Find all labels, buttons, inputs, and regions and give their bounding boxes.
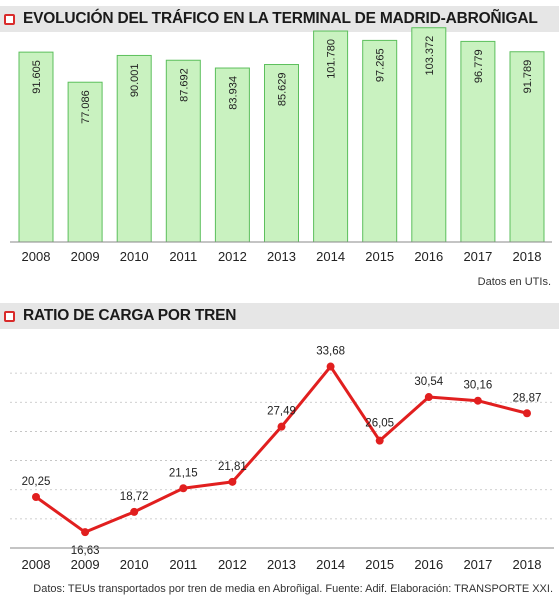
bar-2016 bbox=[411, 27, 447, 243]
line-value-label-2011: 21,15 bbox=[169, 467, 198, 479]
bar-value-label-2012: 83.934 bbox=[227, 76, 239, 110]
bar-value-label-2008: 91.605 bbox=[31, 60, 43, 94]
bar-x-tick-2017: 2017 bbox=[463, 249, 492, 264]
line-x-tick-2013: 2013 bbox=[267, 557, 296, 572]
line-point-2012 bbox=[228, 477, 237, 486]
line-chart-header: RATIO DE CARGA POR TREN bbox=[0, 303, 559, 329]
bar-2009 bbox=[67, 81, 103, 243]
bar-x-tick-2016: 2016 bbox=[414, 249, 443, 264]
bar-chart-note: Datos en UTIs. bbox=[477, 276, 551, 288]
bar-value-label-2010: 90.001 bbox=[129, 63, 141, 97]
bar-value-label-2016: 103.372 bbox=[424, 36, 436, 76]
bar-value-label-2013: 85.629 bbox=[277, 73, 289, 107]
bar-x-tick-2012: 2012 bbox=[218, 249, 247, 264]
line-point-2010 bbox=[130, 507, 139, 516]
line-value-label-2015: 26,05 bbox=[365, 418, 394, 430]
bar-value-label-2014: 101.780 bbox=[326, 39, 338, 79]
line-x-tick-2010: 2010 bbox=[120, 557, 149, 572]
line-point-2016 bbox=[424, 393, 433, 402]
section-square-icon bbox=[4, 13, 15, 25]
line-x-tick-2009: 2009 bbox=[71, 557, 100, 572]
bar-value-label-2015: 97.265 bbox=[375, 48, 387, 82]
bar-x-tick-2009: 2009 bbox=[71, 249, 100, 264]
section-square-icon bbox=[4, 310, 15, 322]
line-point-2014 bbox=[326, 362, 335, 371]
line-value-label-2014: 33,68 bbox=[316, 346, 345, 358]
line-x-tick-2016: 2016 bbox=[414, 557, 443, 572]
line-value-label-2018: 28,87 bbox=[513, 392, 542, 404]
line-value-label-2017: 30,16 bbox=[464, 380, 493, 392]
line-chart-title: RATIO DE CARGA POR TREN bbox=[23, 307, 237, 324]
bar-2012 bbox=[214, 67, 250, 243]
bar-2011 bbox=[165, 59, 201, 243]
line-x-tick-2008: 2008 bbox=[22, 557, 51, 572]
line-point-2018 bbox=[523, 409, 531, 418]
bar-2008 bbox=[18, 51, 54, 243]
bar-value-label-2018: 91.789 bbox=[522, 60, 534, 94]
line-point-2017 bbox=[473, 396, 482, 405]
bar-2014 bbox=[313, 30, 349, 243]
bar-x-tick-2011: 2011 bbox=[169, 249, 197, 264]
bar-x-tick-2013: 2013 bbox=[267, 249, 296, 264]
bar-2015 bbox=[362, 39, 398, 243]
line-value-label-2012: 21,81 bbox=[218, 461, 247, 473]
bar-value-label-2011: 87.692 bbox=[178, 68, 190, 102]
line-x-tick-2018: 2018 bbox=[513, 557, 542, 572]
line-value-label-2016: 30,54 bbox=[414, 376, 443, 388]
line-point-2013 bbox=[277, 422, 286, 431]
line-point-2008 bbox=[32, 493, 40, 501]
bar-x-tick-2010: 2010 bbox=[120, 249, 149, 264]
line-x-tick-2015: 2015 bbox=[365, 557, 394, 572]
line-point-2011 bbox=[179, 484, 188, 493]
ratio-series-line bbox=[35, 365, 528, 534]
bar-x-tick-2014: 2014 bbox=[316, 249, 345, 264]
bar-chart-title: EVOLUCIÓN DEL TRÁFICO EN LA TERMINAL DE … bbox=[23, 10, 538, 27]
line-value-label-2009: 16,63 bbox=[71, 545, 100, 557]
line-x-tick-2012: 2012 bbox=[218, 557, 247, 572]
bar-2013 bbox=[264, 64, 299, 243]
line-value-label-2010: 18,72 bbox=[120, 491, 149, 503]
bar-2017 bbox=[460, 40, 496, 243]
line-value-label-2008: 20,25 bbox=[22, 476, 51, 488]
line-point-2015 bbox=[375, 436, 384, 445]
bar-chart-header: EVOLUCIÓN DEL TRÁFICO EN LA TERMINAL DE … bbox=[0, 6, 559, 32]
line-chart-footer: Datos: TEUs transportados por tren de me… bbox=[33, 583, 553, 595]
line-x-tick-2017: 2017 bbox=[463, 557, 492, 572]
bar-x-tick-2018: 2018 bbox=[513, 249, 542, 264]
bar-x-tick-2015: 2015 bbox=[365, 249, 394, 264]
line-value-label-2013: 27,49 bbox=[267, 406, 296, 418]
line-x-tick-2011: 2011 bbox=[169, 557, 197, 572]
bar-2010 bbox=[116, 54, 152, 243]
bar-value-label-2009: 77.086 bbox=[80, 90, 92, 124]
line-x-tick-2014: 2014 bbox=[316, 557, 345, 572]
bar-x-tick-2008: 2008 bbox=[22, 249, 51, 264]
line-point-2009 bbox=[81, 528, 90, 537]
bar-value-label-2017: 96.779 bbox=[473, 49, 485, 83]
